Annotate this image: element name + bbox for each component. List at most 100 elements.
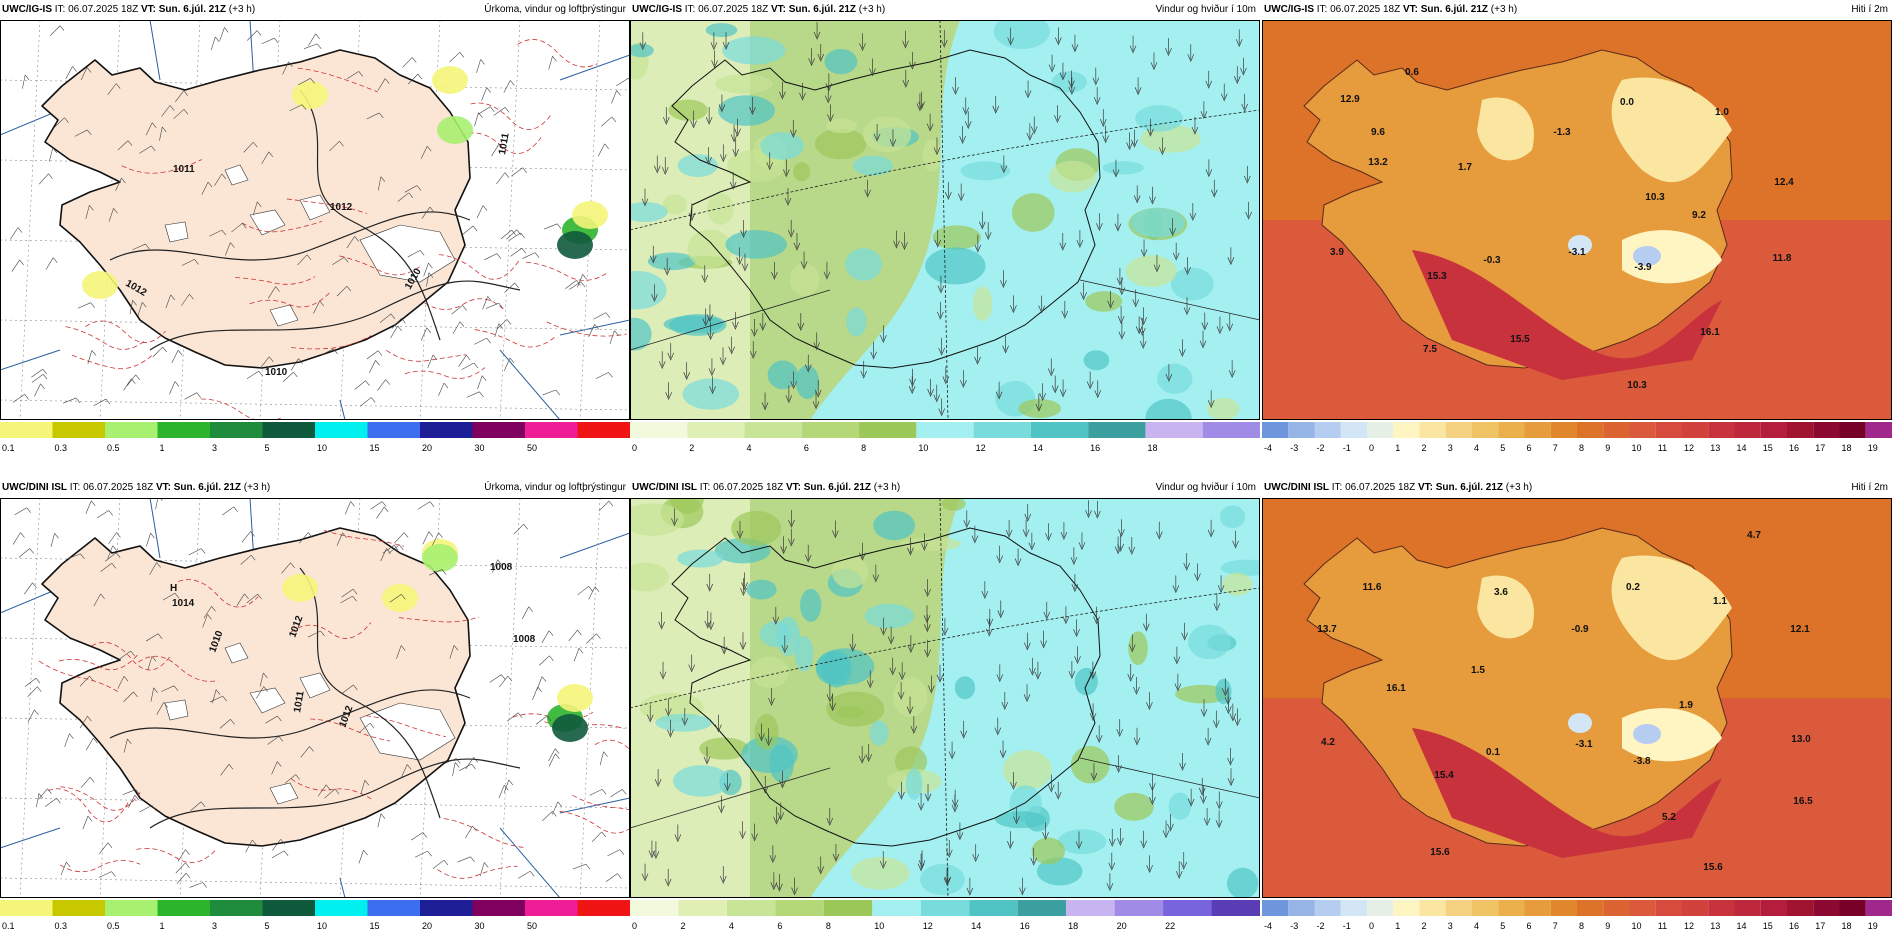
wind-arrow-head [1039,393,1046,402]
temperature-isotherm [470,102,552,130]
wind-barb-flag [334,788,340,795]
model-name: UWC/DINI ISL [632,482,697,493]
graticule-line [499,349,561,420]
wind-arrow-head [681,717,689,726]
temperature-isotherm [443,818,525,848]
wind-speed-patch [815,651,850,685]
wind-barb-flag [310,78,315,84]
colorbar-tick-label: 3 [212,921,217,931]
wind-barb [212,689,217,704]
wind-barb [64,733,70,747]
wind-barb [202,614,208,628]
wind-barb [123,738,128,753]
colorbar-swatch [1577,422,1604,438]
wind-speed-patch [630,270,667,310]
wind-barb [336,285,348,297]
colorbar-tick-label: 12 [1684,921,1694,931]
wind-arrow-head [869,68,876,77]
wind-arrow-head [823,271,831,280]
wind-arrow-head [826,694,834,703]
wind-barb [79,675,90,687]
wind-arrow-head [1228,370,1236,379]
wind-barb [452,762,456,777]
wind-arrow-head [653,165,661,174]
wind-barb [599,751,604,766]
wind-arrow-head [1180,861,1188,870]
wind-arrow-head [978,221,986,230]
colorbar-tick-label: 16 [1789,443,1799,453]
map-panel-temp: UWC/DINI ISL IT: 06.07.2025 18Z VT: Sun.… [1262,478,1892,948]
wind-barb [366,112,380,120]
wind-barb-flag [221,173,227,180]
wind-barb-flag [277,761,282,767]
grid-line [19,498,41,898]
wind-arrow-head [736,530,744,539]
wind-barb-flag [522,167,527,173]
graticule-line [630,587,1260,709]
panel-title: Úrkoma, vindur og loftþrýstingur [484,482,626,493]
wind-barb-flag [308,532,313,538]
wind-barb-flag [523,523,528,530]
wind-barb [307,630,321,638]
wind-speed-patch [1074,667,1098,696]
wind-barb [421,206,431,219]
wind-barb [459,763,472,771]
wind-barb-flag [412,57,417,63]
colorbar-swatch [1524,900,1551,916]
wind-barb [87,350,93,364]
glacier-outline [164,221,189,243]
wind-barb-flag [346,286,352,292]
wind-arrow-head [665,708,672,717]
isobar [109,689,471,739]
wind-barb [165,294,171,309]
wind-arrow-head [813,342,821,351]
wind-barb [297,254,308,266]
wind-arrow-head [662,116,670,125]
wind-speed-patch [1222,572,1253,596]
temperature-value: 9.6 [1371,127,1385,138]
graticule-line [630,289,831,351]
colorbar-tick-label: 0 [632,921,637,931]
wind-arrow-head [732,149,740,158]
precipitation-area [82,271,118,299]
wind-barb [265,715,278,724]
wind-barb-flag [268,356,274,363]
temperature-isotherm [200,398,282,420]
wind-barb-flag [252,839,257,846]
wind-barb-flag [498,303,504,309]
wind-barb [366,350,379,360]
temperature-value: 11.8 [1773,253,1792,264]
wind-speed-patch [750,656,789,688]
colorbar-tick-label: 4 [1474,921,1479,931]
wind-barb [573,648,580,662]
wind-arrow-head [1127,673,1135,682]
wind-barb [96,510,109,519]
temperature-value: -1.3 [1553,127,1571,138]
wind-barb [108,208,114,222]
colorbar-tick-label: 11 [1658,443,1667,453]
colorbar: 0 2 4 6 8 10 12 14 16 18 [630,422,1260,453]
wind-speed-patch [1227,867,1259,898]
wind-barb-flag [153,687,158,693]
wind-barb [510,247,522,257]
wind-barb-flag [116,532,121,538]
init-time: 06.07.2025 18Z [1345,482,1416,493]
wind-barb-flag [429,206,435,213]
wind-barb-flag [552,56,557,62]
wind-arrow-head [928,685,935,694]
wind-arrow-head [1045,533,1052,542]
colorbar-tick-label: 4 [729,921,734,931]
wind-barb [246,593,258,604]
wind-barb [231,223,243,233]
temperature-value: 0.1 [1486,747,1500,758]
wind-barb [336,532,343,546]
wind-barb [119,650,131,660]
wind-barb-flag [484,862,489,868]
wind-speed-patch [1125,255,1177,288]
wind-arrow-head [1117,316,1125,325]
wind-arrow-head [707,332,714,341]
wind-barb-flag [221,229,227,236]
wind-arrow-head [667,729,674,738]
wind-barb [611,90,617,104]
wind-arrow-head [708,368,716,377]
